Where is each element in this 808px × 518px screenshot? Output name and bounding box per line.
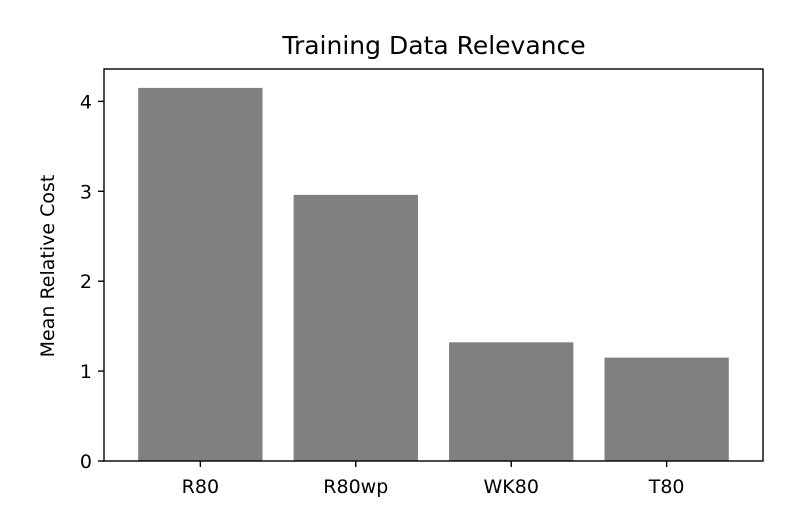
x-tick-label: WK80: [483, 476, 538, 498]
y-tick-label: 2: [80, 271, 92, 293]
y-tick-label: 3: [80, 181, 92, 203]
x-tick-label: R80: [182, 476, 219, 498]
bars-group: [138, 87, 729, 461]
y-axis-label: Mean Relative Cost: [37, 175, 59, 358]
y-tick-label: 1: [80, 361, 92, 383]
chart-title: Training Data Relevance: [281, 31, 585, 60]
x-tick-label: R80wp: [323, 476, 388, 498]
bar-wk80: [449, 342, 574, 461]
y-axis: 0 1 2 3 4: [80, 91, 104, 473]
x-tick-label: T80: [648, 476, 685, 498]
plot-frame: [103, 68, 764, 462]
bar-t80: [604, 357, 729, 461]
bar-r80wp: [293, 194, 418, 461]
bar-r80: [138, 87, 263, 461]
y-tick-label: 0: [80, 451, 92, 473]
y-tick-label: 4: [80, 91, 92, 113]
x-axis: R80 R80wp WK80 T80: [182, 461, 685, 498]
